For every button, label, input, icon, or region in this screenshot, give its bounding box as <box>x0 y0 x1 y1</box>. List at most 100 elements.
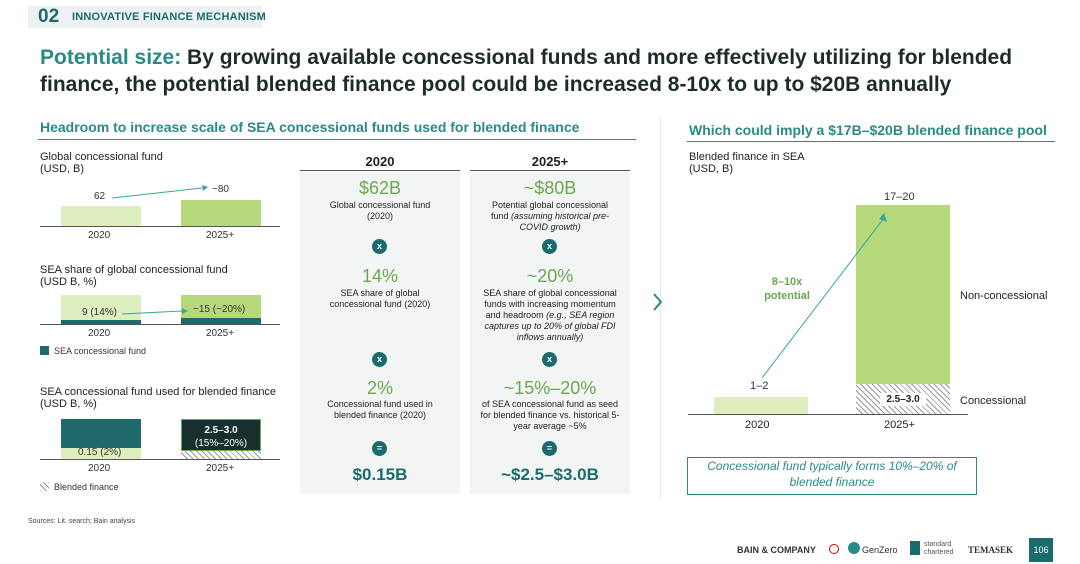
chart1-growth-arrow <box>111 185 208 199</box>
col2025-r3-big: ~15%–20% <box>503 378 597 398</box>
headline-lead: Potential size: <box>40 46 182 69</box>
chart1-bar-2020 <box>61 206 141 226</box>
chart1-value-2025: ~80 <box>212 184 229 195</box>
right-axis <box>688 414 968 415</box>
col2025-panel <box>470 172 630 494</box>
chart2-x-2025: 2025+ <box>206 328 235 339</box>
stanchart-logo: standard chartered <box>924 541 954 556</box>
col2025-r2-desc-b: (e.g., SEA region captures up to 20% of … <box>484 310 616 342</box>
chart2-units: (USD B, %) <box>40 276 97 288</box>
legend-sea-swatch <box>40 346 49 355</box>
col2025-r1-desc-b: (assuming historical pre-COVID growth) <box>510 211 610 232</box>
chart2-bar-2025 <box>181 295 261 318</box>
bain-logo-icon <box>829 544 839 554</box>
chart2-bar-2020 <box>61 295 141 320</box>
col2020-panel <box>300 172 460 494</box>
chart3-value-2025-a: 2.5–3.0 <box>204 425 238 436</box>
col2025-r2-big: ~20% <box>526 266 574 286</box>
chart2-sea-2020 <box>61 320 141 324</box>
chart2-axis <box>40 324 280 325</box>
chart2-value-2025: ~15 (~20%) <box>193 304 246 315</box>
right-x-2025: 2025+ <box>884 419 915 431</box>
col2020-header: 2020 <box>365 154 395 169</box>
col2025-r1-big: ~$80B <box>523 178 577 198</box>
col2020-r3-big: 2% <box>366 378 393 398</box>
col2025-op2-icon: x <box>542 352 557 367</box>
col2025-r2-desc-a: SEA share of global concessional funds w… <box>483 288 617 320</box>
genzero-logo: GenZero <box>862 545 898 555</box>
col2020-r2-big: 14% <box>361 266 399 286</box>
chart2-growth-arrow <box>121 308 188 315</box>
right-value-2025: 17–20 <box>884 191 915 203</box>
col2020-r3-desc: Concessional fund used in blended financ… <box>327 399 433 420</box>
chart3-blended-2020 <box>61 448 141 459</box>
right-rule <box>687 141 1055 142</box>
legend-nonconc: Non-concessional <box>960 290 1048 302</box>
chart3-x-2020: 2020 <box>88 463 111 474</box>
col2020-op1-icon: x <box>372 239 387 254</box>
vertical-divider <box>660 118 661 498</box>
section-header-bar <box>28 6 262 28</box>
col2020-op2-icon: x <box>372 352 387 367</box>
chart3-value-2025-b: (15%–20%) <box>194 438 248 449</box>
right-chart-title: Blended finance in SEA <box>689 151 805 163</box>
col2025-r1-desc-a: Potential global concessional fund <box>490 200 609 221</box>
right-x-2020: 2020 <box>745 419 770 431</box>
left-rule <box>38 139 636 140</box>
right-value-2020: 1–2 <box>750 380 769 392</box>
col2020-r1-desc: Global concessional fund (2020) <box>329 200 431 221</box>
chart3-title: SEA concessional fund used for blended f… <box>40 386 277 398</box>
chart3-x-2025: 2025+ <box>206 463 235 474</box>
col2020-result: $0.15B <box>352 465 408 484</box>
right-subtitle: Which could imply a $17B–$20B blended fi… <box>689 122 1047 138</box>
col2025-r2-desc: SEA share of global concessional funds w… <box>478 288 622 343</box>
chart1-bar-2025 <box>181 200 261 226</box>
chart3-hatch-2025 <box>181 451 261 459</box>
left-subtitle: Headroom to increase scale of SEA conces… <box>40 119 580 135</box>
chart1-x-2025: 2025+ <box>206 230 235 241</box>
right-growth-arrow <box>761 213 887 379</box>
col2025-header-rule <box>470 170 630 171</box>
col2025-result: ~$2.5–$3.0B <box>501 465 599 484</box>
col2020-op3-icon: = <box>372 441 387 456</box>
col2020-r1-big: $62B <box>358 178 402 198</box>
legend-sea-label: SEA concessional fund <box>54 346 147 356</box>
legend-blended-swatch <box>40 482 49 491</box>
chart2-title: SEA share of global concessional fund <box>40 264 228 276</box>
chart1-value-2020: 62 <box>94 191 106 202</box>
legend-blended-label: Blended finance <box>54 482 119 492</box>
chevron-right-icon <box>653 293 663 311</box>
col2025-r1-desc: Potential global concessional fund (assu… <box>482 200 618 233</box>
col2025-op1-icon: x <box>542 239 557 254</box>
col2025-op3-icon: = <box>542 441 557 456</box>
col2020-header-rule <box>300 170 460 171</box>
legend-conc: Concessional <box>960 395 1027 407</box>
chart1-x-2020: 2020 <box>88 230 111 241</box>
col2025-r3-desc: of SEA concessional fund as seed for ble… <box>480 399 620 431</box>
stanchart-logo-icon <box>910 541 920 555</box>
temasek-logo: TEMASEK <box>968 545 1014 555</box>
col2025-header: 2025+ <box>531 154 569 169</box>
right-chart-units: (USD, B) <box>689 163 733 175</box>
headline-text: By growing available concessional funds … <box>40 46 1013 96</box>
section-label: INNOVATIVE FINANCE MECHANISM <box>72 11 267 23</box>
right-growth-label: 8–10x potential <box>764 276 810 302</box>
bain-logo: BAIN & COMPANY <box>737 545 816 555</box>
page-number: 106 <box>1029 538 1053 562</box>
chart1-axis <box>40 226 280 227</box>
chart2-value-2020: 9 (14%) <box>82 307 118 318</box>
chart3-axis <box>40 459 280 460</box>
chart3-bar-2025 <box>181 419 261 451</box>
right-note: Concessional fund typically forms 10%–20… <box>687 457 977 495</box>
genzero-logo-icon <box>848 542 860 554</box>
chart3-value-2020: 0.15 (2%) <box>78 447 122 458</box>
chart1-title: Global concessional fund <box>40 151 163 163</box>
chart2-sea-2025 <box>181 318 261 324</box>
section-number: 02 <box>38 6 60 27</box>
sources: Sources: Lit. search; Bain analysis <box>28 518 135 525</box>
col2020-r2-desc: SEA share of global concessional fund (2… <box>329 288 431 309</box>
right-bar-2020 <box>714 397 808 414</box>
chart3-units: (USD B, %) <box>40 398 97 410</box>
headline: Potential size: By growing available con… <box>40 44 1050 98</box>
right-conc-value: 2.5–3.0 <box>880 393 926 406</box>
